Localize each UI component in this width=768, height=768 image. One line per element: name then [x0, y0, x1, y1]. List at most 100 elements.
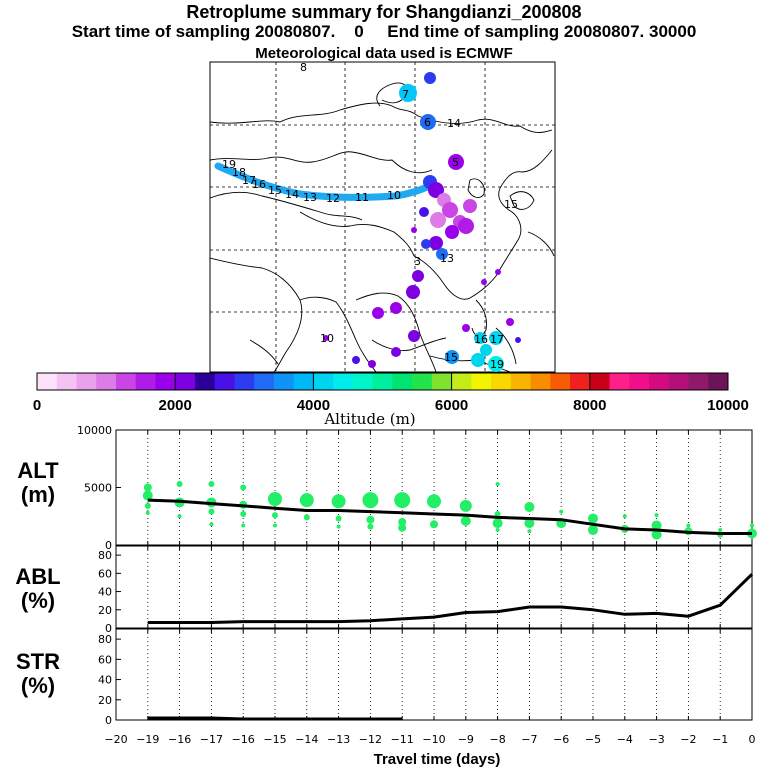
y-tick-label: 20 — [98, 694, 112, 707]
cluster-point — [144, 502, 151, 509]
map-cluster — [488, 356, 504, 372]
y-tick-label: 0 — [105, 714, 112, 727]
cluster-point — [273, 523, 277, 528]
cluster-point — [527, 529, 532, 534]
traj-number: 13 — [303, 191, 317, 204]
cluster-point — [240, 484, 247, 491]
colorbar-swatch — [254, 373, 275, 390]
map-frame — [209, 61, 556, 373]
colorbar-swatch — [194, 373, 216, 390]
colorbar-swatch — [352, 373, 374, 390]
colorbar-swatch — [234, 373, 255, 390]
y-tick-label: 40 — [98, 586, 112, 599]
map-panel: 19 18 17 16 15 14 13 12 11 10 — [209, 61, 556, 373]
x-tick-label: −17 — [200, 733, 223, 746]
abl-label: ABL — [15, 564, 60, 589]
colorbar-swatch — [530, 373, 551, 390]
chart-subtitle: Start time of sampling 20080807. 0 End t… — [71, 22, 697, 41]
map-cluster — [372, 307, 384, 319]
map-cluster — [430, 212, 446, 228]
alt-label: ALT — [17, 458, 59, 483]
str-unit: (%) — [21, 673, 55, 698]
y-tick-label: 0 — [105, 539, 112, 552]
cluster-point — [398, 518, 407, 526]
colorbar-swatch — [451, 373, 472, 390]
cluster-point — [208, 508, 215, 515]
cluster-point — [524, 502, 535, 513]
cluster-point — [460, 515, 471, 526]
cluster-point — [272, 512, 278, 519]
map-point-label: 6 — [424, 116, 431, 129]
map-point-label: 19 — [490, 358, 504, 371]
map-cluster — [515, 337, 521, 343]
cluster-point — [240, 510, 247, 517]
cluster-point — [686, 523, 691, 528]
colorbar-swatch — [175, 373, 196, 390]
x-tick-label: −5 — [585, 733, 601, 746]
colorbar-swatch — [431, 373, 453, 390]
x-tick-label: −20 — [104, 733, 127, 746]
colorbar-tick-label: 0 — [33, 397, 41, 414]
colorbar-tick-label: 10000 — [707, 397, 749, 414]
map-cluster — [506, 318, 514, 326]
x-tick-label: −2 — [680, 733, 696, 746]
colorbar-swatch — [688, 373, 709, 390]
map-cluster — [489, 331, 503, 345]
y-tick-label: 80 — [98, 549, 112, 562]
map-point-label: 16 — [474, 333, 488, 346]
cluster-point — [336, 524, 341, 529]
map-point-label: 3 — [414, 255, 421, 268]
cluster-point — [588, 513, 598, 524]
cluster-point — [367, 523, 374, 530]
cluster-point — [299, 493, 314, 508]
traj-number: 17 — [242, 174, 256, 187]
x-tick-label: −14 — [295, 733, 318, 746]
traj-number: 16 — [252, 178, 266, 191]
y-tick-label: 5000 — [84, 482, 112, 495]
colorbar-swatch — [668, 373, 690, 390]
cluster-point — [492, 518, 503, 529]
map-point-label: 15 — [444, 351, 458, 364]
map-cluster — [462, 324, 470, 332]
cluster-point — [718, 528, 723, 533]
map-cluster — [495, 269, 501, 275]
cluster-point — [750, 523, 754, 528]
y-tick-label: 20 — [98, 604, 112, 617]
colorbar-label: Altitude (m) — [323, 410, 415, 428]
map-cluster — [421, 239, 431, 249]
cluster-point — [459, 499, 472, 512]
map-cluster — [391, 347, 401, 357]
colorbar-swatch — [491, 373, 512, 390]
cluster-point — [335, 515, 342, 522]
map-clusters — [323, 72, 521, 372]
colorbar-swatch — [471, 373, 492, 390]
trajectory-path — [214, 162, 434, 201]
x-tick-label: −11 — [391, 733, 414, 746]
map-cluster — [406, 285, 420, 299]
x-tick-label: −10 — [422, 733, 445, 746]
map-point-label: 14 — [447, 117, 461, 130]
map-cluster — [420, 114, 436, 130]
colorbar-swatch — [313, 373, 334, 390]
cluster-point — [495, 528, 500, 533]
cluster-point — [588, 525, 598, 536]
colorbar-swatch — [96, 373, 117, 390]
map-cluster — [419, 207, 429, 217]
map-coastlines — [210, 82, 555, 372]
chart-title: Retroplume summary for Shangdianzi_20080… — [186, 2, 582, 22]
cluster-point — [209, 522, 214, 527]
traj-number: 11 — [355, 191, 369, 204]
traj-number: 18 — [232, 166, 246, 179]
cluster-point — [177, 514, 182, 519]
map-cluster — [323, 335, 329, 341]
y-tick-label: 60 — [98, 567, 112, 580]
traj-number: 14 — [285, 188, 299, 201]
colorbar-tick-label: 8000 — [573, 397, 606, 414]
cluster-point — [331, 494, 346, 509]
colorbar-swatch — [392, 373, 413, 390]
cluster-point — [495, 482, 500, 487]
map-content: 19 18 17 16 15 14 13 12 11 10 — [210, 62, 555, 372]
map-cluster — [411, 227, 417, 233]
cluster-point — [394, 492, 411, 509]
